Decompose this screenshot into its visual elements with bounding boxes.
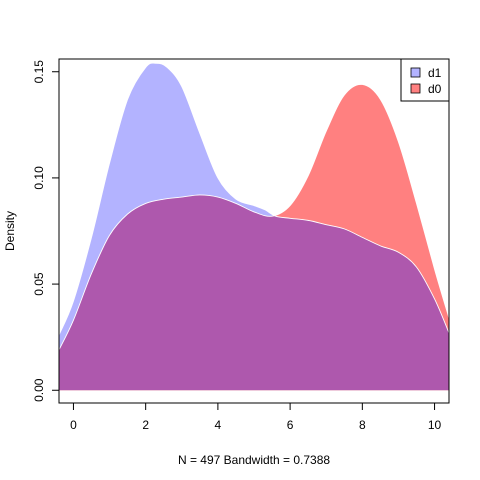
x-tick-label: 6 <box>287 418 294 432</box>
x-tick-label: 8 <box>359 418 366 432</box>
x-tick-label: 10 <box>428 418 442 432</box>
plot-frame <box>58 58 450 404</box>
legend: d1 d0 <box>400 58 450 102</box>
series-d1-line <box>59 62 449 336</box>
legend-box <box>400 58 450 102</box>
y-tick-label: 0.15 <box>32 60 46 84</box>
x-axis: 0 2 4 6 8 10 <box>70 403 442 432</box>
y-tick-label: 0.00 <box>32 378 46 402</box>
legend-label-d0: d0 <box>428 82 442 96</box>
y-tick-label: 0.05 <box>32 272 46 296</box>
y-axis: 0.00 0.05 0.10 0.15 <box>32 60 59 402</box>
y-tick-label: 0.10 <box>32 166 46 190</box>
x-tick-label: 0 <box>70 418 77 432</box>
legend-label-d1: d1 <box>428 66 442 80</box>
x-axis-title: N = 497 Bandwidth = 0.7388 <box>178 453 330 467</box>
legend-swatch-d0 <box>410 83 421 94</box>
x-tick-label: 2 <box>142 418 149 432</box>
series-d0-line <box>59 83 449 351</box>
plot-area <box>59 62 449 391</box>
y-axis-title: Density <box>3 211 17 251</box>
legend-swatch-d1 <box>410 67 421 78</box>
x-tick-label: 4 <box>215 418 222 432</box>
